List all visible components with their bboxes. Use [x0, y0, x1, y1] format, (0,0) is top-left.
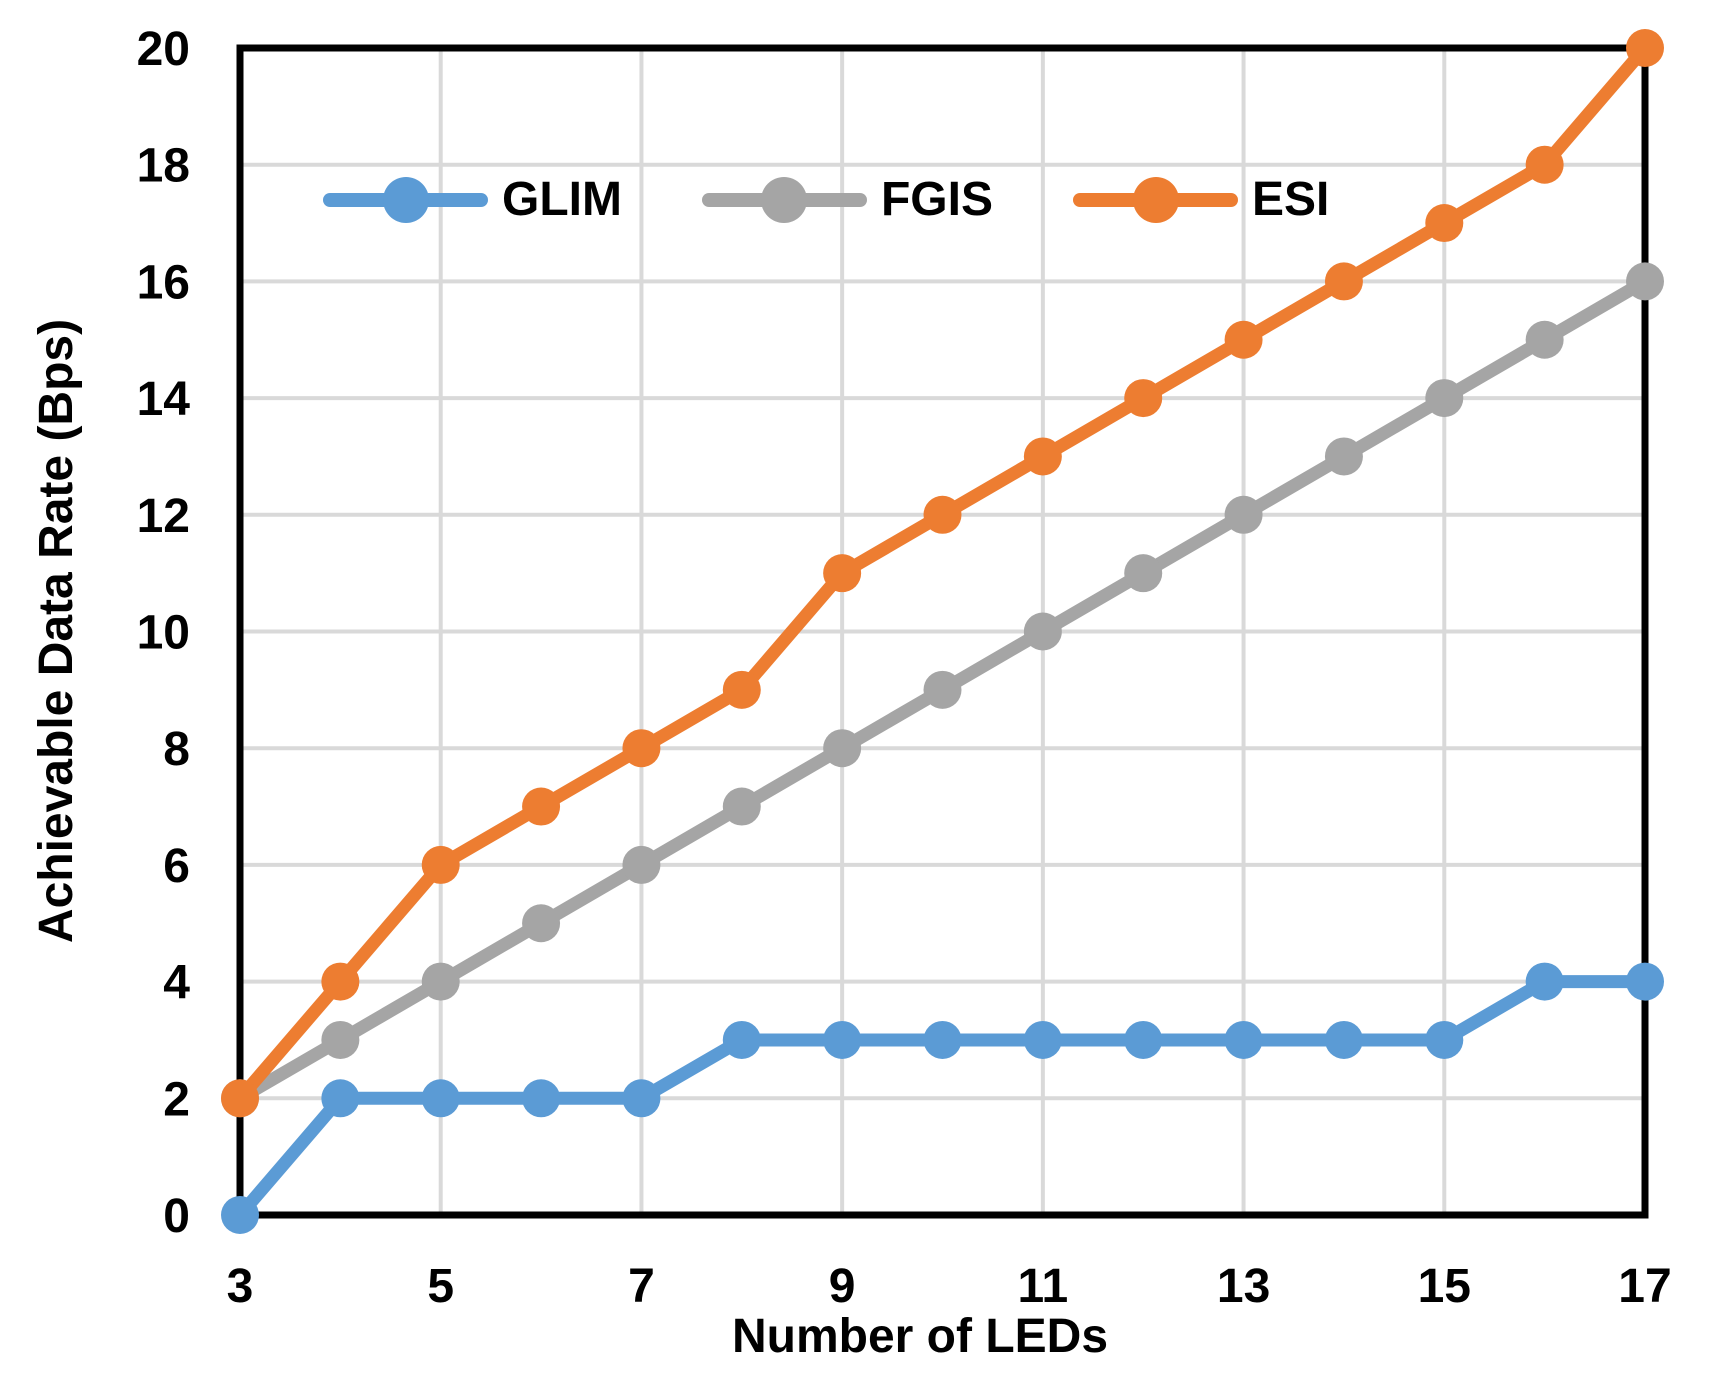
- data-point-marker: [1224, 1020, 1263, 1059]
- data-point-marker: [1525, 320, 1564, 359]
- series-fgis: [221, 262, 1664, 1118]
- y-tick-label: 2: [163, 1073, 190, 1126]
- data-point-marker: [1626, 262, 1664, 301]
- x-axis-title: Number of LEDs: [732, 1310, 1108, 1363]
- y-tick-label: 0: [163, 1190, 190, 1243]
- esi-series-marker-icon: [1073, 176, 1238, 224]
- data-point-marker: [722, 787, 761, 826]
- data-point-marker: [1425, 379, 1464, 418]
- legend-item-esi: ESI: [1073, 176, 1329, 224]
- data-point-marker: [1324, 1020, 1363, 1059]
- data-point-marker: [321, 962, 360, 1001]
- y-tick-label: 20: [137, 23, 190, 76]
- data-point-marker: [1525, 962, 1564, 1001]
- data-point-marker: [823, 554, 862, 593]
- y-tick-label: 18: [137, 140, 190, 193]
- data-point-marker: [923, 670, 962, 709]
- gridlines: [240, 48, 1645, 1215]
- data-point-marker: [1525, 145, 1564, 184]
- legend: GLIM FGIS ESI: [323, 170, 1329, 230]
- series-esi: [221, 29, 1664, 1118]
- y-tick-label: 6: [163, 840, 190, 893]
- data-point-marker: [1626, 29, 1664, 67]
- y-tick-label: 14: [137, 373, 191, 426]
- x-tick-label: 3: [227, 1260, 254, 1313]
- x-tick-label: 17: [1618, 1260, 1671, 1313]
- y-tick-label: 12: [137, 490, 190, 543]
- fgis-series-marker-icon: [701, 176, 867, 224]
- y-tick-label: 16: [137, 256, 190, 309]
- data-point-marker: [1124, 379, 1163, 418]
- data-point-marker: [1124, 1020, 1163, 1059]
- x-tick-label: 7: [628, 1260, 655, 1313]
- data-point-marker: [722, 1020, 761, 1059]
- y-tick-label: 8: [163, 723, 190, 776]
- data-point-marker: [522, 1079, 561, 1118]
- data-point-marker: [622, 729, 661, 768]
- x-tick-label: 9: [829, 1260, 856, 1313]
- data-point-marker: [823, 1020, 862, 1059]
- x-tick-label: 15: [1418, 1260, 1471, 1313]
- data-point-marker: [1224, 320, 1263, 359]
- data-point-marker: [1023, 612, 1062, 651]
- tick-labels: 0 2 4 6 8 10 12 14 16 18 20 3 5 7 9 11 13 15 17: [137, 23, 1672, 1313]
- data-point-marker: [1626, 962, 1664, 1001]
- series-glim: [221, 962, 1664, 1234]
- legend-label-glim: GLIM: [502, 173, 622, 226]
- data-point-marker: [1425, 204, 1464, 243]
- legend-label-fgis: FGIS: [880, 173, 993, 226]
- data-point-marker: [1023, 437, 1062, 476]
- data-point-marker: [221, 1196, 259, 1234]
- data-point-marker: [522, 787, 561, 826]
- legend-item-fgis: FGIS: [701, 173, 993, 226]
- data-point-marker: [823, 729, 862, 768]
- data-point-marker: [1224, 495, 1263, 534]
- data-point-marker: [321, 1020, 360, 1059]
- data-point-marker: [221, 1079, 259, 1118]
- data-point-marker: [1324, 262, 1363, 301]
- glim-series-marker-icon: [323, 176, 488, 224]
- y-axis-title: Achievable Data Rate (Bps): [30, 319, 83, 943]
- data-point-marker: [421, 1079, 460, 1118]
- data-point-marker: [321, 1079, 360, 1118]
- plot-frame: [236, 44, 1649, 1219]
- data-point-marker: [1023, 1020, 1062, 1059]
- data-point-marker: [722, 670, 761, 709]
- y-tick-label: 4: [163, 957, 190, 1010]
- x-tick-label: 5: [427, 1260, 454, 1313]
- data-point-marker: [1425, 1020, 1464, 1059]
- legend-item-glim: GLIM: [323, 176, 622, 224]
- data-point-marker: [421, 962, 460, 1001]
- data-point-marker: [923, 495, 962, 534]
- legend-label-esi: ESI: [1252, 173, 1330, 226]
- data-point-marker: [622, 845, 661, 884]
- y-tick-label: 10: [137, 607, 190, 660]
- data-point-marker: [1124, 554, 1163, 593]
- data-point-marker: [923, 1020, 962, 1059]
- data-point-marker: [421, 845, 460, 884]
- data-point-marker: [622, 1079, 661, 1118]
- x-tick-label: 13: [1217, 1260, 1270, 1313]
- x-tick-label: 11: [1017, 1260, 1068, 1313]
- data-point-marker: [1324, 437, 1363, 476]
- data-point-marker: [522, 904, 561, 943]
